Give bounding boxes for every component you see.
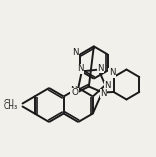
Text: N: N xyxy=(97,64,103,73)
Text: N: N xyxy=(100,89,107,98)
Text: N: N xyxy=(105,81,111,90)
Text: CH₃: CH₃ xyxy=(3,99,18,108)
Text: O: O xyxy=(71,88,78,97)
Text: N: N xyxy=(70,86,77,95)
Text: N: N xyxy=(109,68,115,77)
Text: CH₃: CH₃ xyxy=(3,102,18,111)
Text: N: N xyxy=(77,64,84,73)
Text: N: N xyxy=(72,48,79,57)
